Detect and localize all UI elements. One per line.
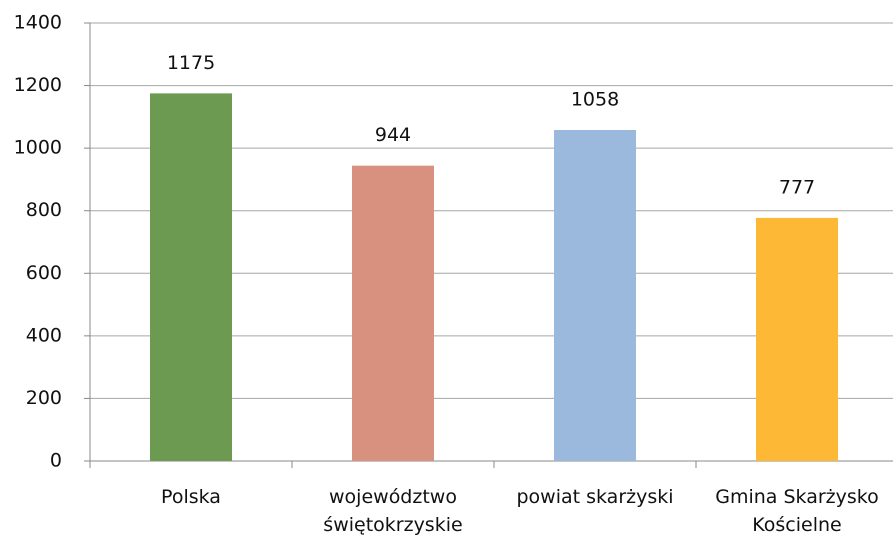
y-tick-label: 1200 — [14, 74, 62, 96]
y-tick-label: 1000 — [14, 137, 62, 159]
data-label: 1058 — [571, 88, 619, 110]
x-tick-label: Polska — [161, 486, 221, 508]
x-tick-label: województwo świętokrzyskie — [323, 486, 463, 536]
y-tick-label: 600 — [26, 262, 62, 284]
bar — [150, 93, 232, 462]
y-tick-label: 0 — [50, 450, 62, 472]
data-label: 944 — [375, 124, 411, 146]
bar — [554, 129, 636, 462]
y-tick-label: 1400 — [14, 12, 62, 34]
data-label: 777 — [779, 176, 815, 198]
data-label: 1175 — [167, 52, 215, 74]
x-tick-label: Gmina Skarżysko Kościelne — [715, 486, 879, 536]
bar — [756, 217, 838, 461]
x-tick-label: powiat skarżyski — [516, 486, 674, 508]
y-tick-label: 400 — [26, 324, 62, 346]
bar — [352, 165, 434, 462]
y-tick-label: 800 — [26, 199, 62, 221]
y-tick-label: 200 — [26, 387, 62, 409]
